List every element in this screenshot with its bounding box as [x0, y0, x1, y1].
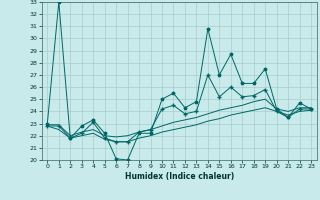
X-axis label: Humidex (Indice chaleur): Humidex (Indice chaleur) — [124, 172, 234, 181]
